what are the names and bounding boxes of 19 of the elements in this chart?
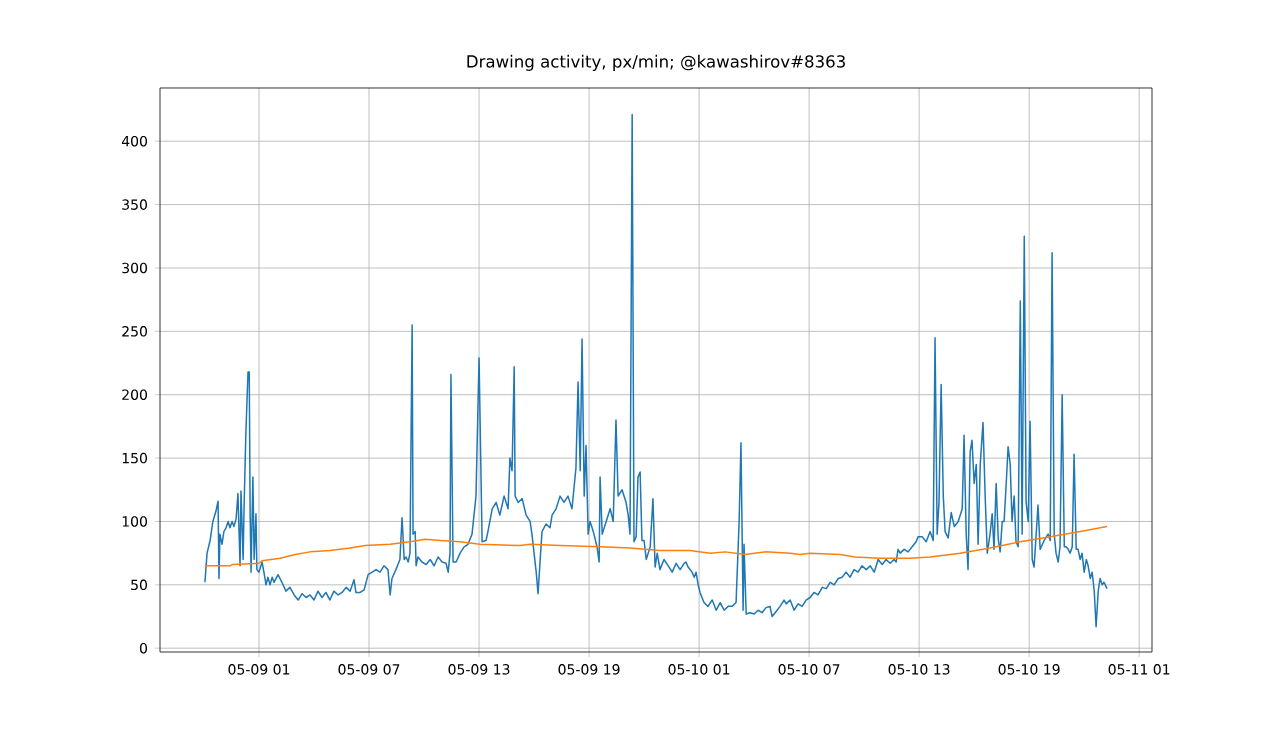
x-tick-label: 05-10 07: [778, 664, 840, 675]
y-tick-label: 300: [122, 262, 147, 274]
y-tick-label: 250: [122, 326, 147, 337]
y-tick-label: 50: [131, 579, 147, 591]
y-tick-label: 200: [122, 389, 147, 400]
x-tick-label: 05-09 01: [228, 664, 290, 675]
x-tick-label: 05-10 19: [998, 664, 1060, 675]
x-tick-label: 05-11 01: [1108, 664, 1170, 675]
x-tick-label: 05-09 07: [338, 664, 400, 675]
x-tick-label: 05-09 13: [448, 664, 510, 675]
y-tick-label: 150: [122, 452, 147, 464]
x-tick-label: 05-10 01: [668, 664, 730, 675]
x-tick-label: 05-10 13: [888, 664, 950, 675]
y-tick-label: 0: [139, 642, 147, 654]
y-tick-label: 400: [121, 135, 147, 147]
y-tick-label: 100: [122, 516, 147, 527]
chart-title: Drawing activity, px/min; @kawashirov#8363: [467, 54, 845, 71]
x-tick-label: 05-09 19: [558, 664, 620, 675]
y-tick-label: 350: [122, 199, 147, 210]
